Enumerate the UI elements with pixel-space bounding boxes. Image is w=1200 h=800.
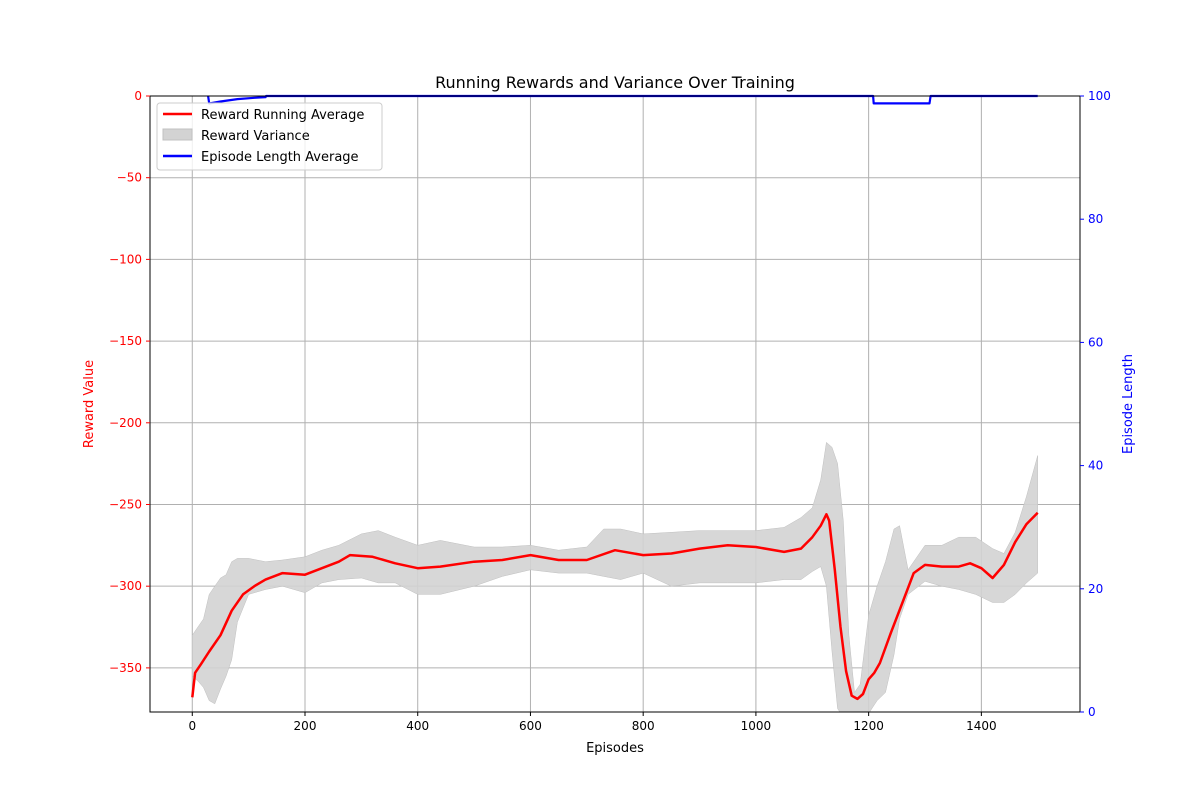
y-tick-label: −350 <box>109 661 142 675</box>
series-reward-variance-band <box>192 441 1038 712</box>
y2-tick-label: 80 <box>1088 212 1103 226</box>
y-tick-label: 0 <box>134 89 142 103</box>
legend-label-variance: Reward Variance <box>201 129 310 144</box>
series-episode-length-average <box>207 94 1038 105</box>
y-tick-label: −300 <box>109 579 142 593</box>
x-tick-label: 0 <box>188 719 196 733</box>
y-tick-label: −150 <box>109 334 142 348</box>
series-layer <box>191 94 1039 712</box>
y2-tick-label: 60 <box>1088 335 1103 349</box>
y2-axis-ticks: 0 20 40 60 80 100 <box>1080 89 1111 719</box>
y-axis-label: Reward Value <box>82 360 97 448</box>
y-tick-label: −250 <box>109 497 142 511</box>
x-tick-label: 1400 <box>966 719 997 733</box>
x-axis-label: Episodes <box>586 741 644 756</box>
x-axis-ticks: 0 200 400 600 800 1000 1200 1400 <box>188 712 997 733</box>
y2-tick-label: 40 <box>1088 459 1103 473</box>
y2-tick-label: 100 <box>1088 89 1111 103</box>
y-tick-label: −100 <box>109 252 142 266</box>
series-reward-running-average <box>191 511 1039 701</box>
plot-frame <box>149 95 1081 713</box>
x-tick-label: 600 <box>519 719 542 733</box>
y-axis-ticks: 0 −50 −100 −150 −200 −250 −300 −350 <box>109 89 150 675</box>
y2-tick-label: 20 <box>1088 582 1103 596</box>
y2-tick-label: 0 <box>1088 705 1096 719</box>
x-tick-label: 400 <box>406 719 429 733</box>
legend-label-length: Episode Length Average <box>201 150 359 165</box>
x-tick-label: 800 <box>632 719 655 733</box>
y2-axis-label: Episode Length <box>1121 354 1136 454</box>
x-tick-label: 1000 <box>741 719 772 733</box>
legend-swatch-variance <box>162 128 193 141</box>
legend-label-reward: Reward Running Average <box>201 108 364 123</box>
y-tick-label: −200 <box>109 416 142 430</box>
y-tick-label: −50 <box>117 171 142 185</box>
chart-title: Running Rewards and Variance Over Traini… <box>435 73 795 92</box>
legend-box <box>156 102 383 171</box>
x-tick-label: 1200 <box>853 719 884 733</box>
legend: Reward Running Average Reward Variance E… <box>156 102 383 171</box>
x-tick-label: 200 <box>294 719 317 733</box>
